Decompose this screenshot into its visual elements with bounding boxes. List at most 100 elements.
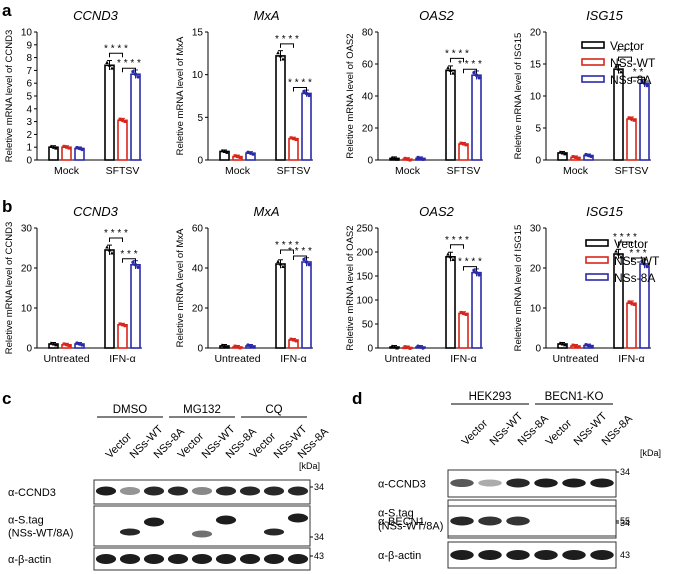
- bar: [301, 92, 312, 161]
- legend-label: NSs-8A: [610, 73, 651, 87]
- kda-marker: 43: [620, 550, 630, 560]
- blot-band: [167, 486, 189, 496]
- significance-bracket: [450, 244, 464, 249]
- blot-band: [534, 550, 558, 560]
- data-point: [220, 148, 224, 153]
- data-point: [630, 301, 633, 305]
- blot-band: [191, 554, 213, 564]
- bar-chart-8: ISG15 Reletive mRNA level of ISG15 0 10 20 30…: [513, 204, 651, 365]
- data-point: [403, 156, 407, 160]
- data-point: [558, 341, 562, 345]
- blot-row-label: α-S.tag: [378, 508, 414, 520]
- bar: [117, 323, 128, 349]
- x-tick-label: Untreated: [552, 353, 598, 365]
- data-point: [304, 260, 309, 264]
- panel-letter-c: c: [2, 389, 11, 408]
- significance-bracket: [450, 57, 464, 63]
- blot-group-label: MG132: [183, 404, 221, 416]
- y-tick-label: 15: [192, 28, 204, 39]
- data-point: [574, 155, 577, 159]
- data-point: [446, 252, 450, 256]
- x-tick-label: IFN-α: [618, 353, 644, 365]
- data-point: [395, 346, 399, 350]
- data-point: [632, 303, 636, 307]
- blot-band: [191, 487, 213, 495]
- blot-row-label: α-CCND3: [378, 479, 426, 491]
- legend-swatch: [581, 75, 605, 83]
- blot-band: [287, 513, 309, 523]
- significance-bracket: [109, 52, 123, 58]
- legend-2: Vector NSs-WT NSs-8A: [585, 237, 660, 285]
- bar-chart-1: CCND3 Reletive mRNA level of CCND3 0 1 2 3 45 6…: [4, 8, 142, 177]
- y-tick-label: 6: [26, 79, 32, 90]
- y-tick-label: 20: [530, 28, 542, 39]
- blot-row-label: (NSs-WT/8A): [378, 521, 443, 533]
- significance-label: * * *: [629, 248, 646, 259]
- data-point: [236, 155, 239, 159]
- data-point: [131, 69, 135, 74]
- data-point: [276, 50, 280, 55]
- legend-label: Vector: [610, 39, 644, 53]
- blot-band: [478, 516, 502, 526]
- blot-band: [143, 517, 165, 527]
- significance-label: * * * *: [275, 240, 299, 251]
- y-tick-label: 5: [26, 92, 32, 103]
- panel-letter-b: b: [2, 197, 12, 216]
- blot-band: [450, 516, 474, 526]
- kda-marker: 43: [314, 551, 324, 561]
- y-tick-label: 1: [26, 143, 32, 154]
- data-point: [121, 323, 124, 327]
- data-point: [302, 257, 306, 262]
- data-point: [251, 152, 255, 156]
- data-point: [616, 252, 621, 256]
- x-tick-label: IFN-α: [109, 353, 135, 365]
- data-point: [276, 259, 280, 263]
- data-point: [65, 145, 68, 149]
- bar: [117, 119, 128, 161]
- data-point: [392, 156, 397, 160]
- significance-label: * * * *: [288, 246, 312, 257]
- data-point: [292, 137, 295, 141]
- significance-bracket: [618, 56, 632, 62]
- bar: [445, 69, 456, 161]
- y-tick-label: 15: [530, 60, 542, 71]
- data-point: [406, 346, 409, 350]
- legend-1: Vector NSs-WT NSs-8A: [581, 39, 656, 87]
- blot-band: [590, 550, 614, 560]
- data-point: [571, 155, 575, 159]
- western-blot-d: HEK293 BECN1-KOVectorNSs-WTNSs-8AVectorNS…: [378, 391, 661, 569]
- x-tick-label: Untreated: [214, 353, 260, 365]
- legend-label: NSs-WT: [610, 56, 656, 70]
- data-point: [294, 339, 298, 343]
- data-point: [474, 270, 479, 275]
- data-point: [630, 117, 633, 121]
- data-point: [421, 346, 425, 350]
- bar: [613, 253, 624, 349]
- data-point: [107, 248, 112, 252]
- blot-band: [215, 554, 237, 564]
- bar: [301, 261, 312, 349]
- y-tick-label: 20: [362, 124, 374, 135]
- data-point: [281, 57, 285, 61]
- y-tick-label: 5: [197, 113, 203, 124]
- legend-label: Vector: [614, 237, 648, 251]
- blot-band: [239, 486, 261, 496]
- data-point: [627, 116, 631, 120]
- significance-label: * * * *: [104, 43, 128, 54]
- data-point: [560, 151, 565, 155]
- blot-membrane: [447, 541, 617, 569]
- data-point: [619, 70, 623, 74]
- legend-swatch: [585, 273, 609, 281]
- y-axis-label: Reletive mRNA level of CCND3: [4, 30, 15, 163]
- bar-chart-2: MxA Reletive mRNA level of MxA 0 5 10 15 Mock S…: [175, 8, 313, 177]
- legend-swatch: [585, 256, 609, 264]
- data-point: [558, 150, 562, 154]
- data-point: [645, 83, 649, 88]
- blot-row-label: α-BECN1: [378, 516, 425, 528]
- legend-swatch: [581, 41, 605, 49]
- data-point: [462, 142, 465, 146]
- bar: [458, 312, 469, 349]
- data-point: [289, 136, 293, 140]
- y-tick-label: 30: [530, 224, 542, 235]
